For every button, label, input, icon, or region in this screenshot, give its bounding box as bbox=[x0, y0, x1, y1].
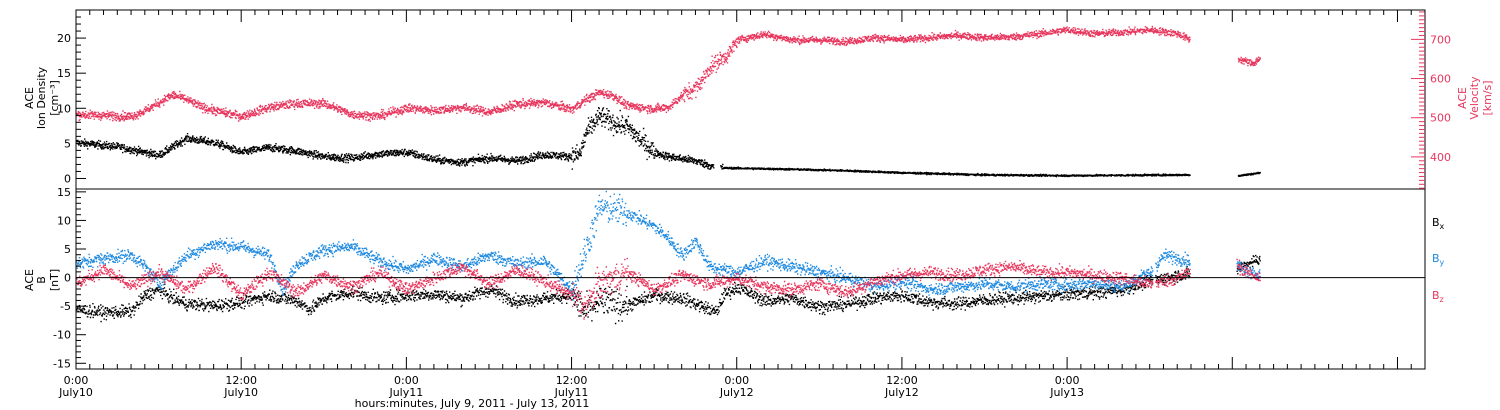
chart-labels: ACE Ion Density [cm⁻³] ACE Velocity [km/… bbox=[23, 66, 1494, 410]
x-tick-date: July12 bbox=[719, 386, 754, 399]
x-tick-time: 0:00 bbox=[724, 374, 749, 387]
x-tick-date: July11 bbox=[388, 386, 423, 399]
density-axis-label-2: Ion Density bbox=[35, 66, 48, 129]
x-tick-time: 12:00 bbox=[556, 374, 588, 387]
velocity-axis-label-2: Velocity bbox=[1468, 76, 1481, 120]
field-tick-label: 5 bbox=[64, 243, 71, 256]
field-tick-label: 0 bbox=[64, 272, 71, 285]
legend-bz: Bz bbox=[1432, 289, 1444, 304]
x-tick-date: July10 bbox=[58, 386, 93, 399]
density-tick-label: 15 bbox=[57, 67, 71, 80]
velocity-series bbox=[76, 25, 1261, 122]
field-axis-label-3: [nT] bbox=[48, 269, 61, 291]
x-tick-time: 0:00 bbox=[1055, 374, 1080, 387]
velocity-tick-label: 500 bbox=[1430, 112, 1451, 125]
density-series bbox=[76, 107, 1261, 178]
field-tick-label: -15 bbox=[53, 357, 71, 370]
magnetic-field-data bbox=[76, 190, 1261, 325]
legend-by: By bbox=[1432, 252, 1445, 267]
field-axis-label-1: ACE bbox=[23, 269, 36, 291]
velocity-tick-label: 700 bbox=[1430, 33, 1451, 46]
density-axis-label-1: ACE bbox=[23, 87, 36, 109]
velocity-axis-label-1: ACE bbox=[1456, 87, 1469, 109]
field-tick-label: 10 bbox=[57, 214, 71, 227]
x-tick-date: July11 bbox=[554, 386, 589, 399]
density-series-points bbox=[76, 107, 1261, 178]
x-tick-date: July13 bbox=[1049, 386, 1084, 399]
velocity-tick-label: 600 bbox=[1430, 73, 1451, 86]
density-axis-label-3: [cm⁻³] bbox=[48, 80, 61, 116]
density-velocity-data bbox=[76, 25, 1261, 178]
series-by bbox=[76, 190, 1261, 301]
velocity-series-points bbox=[76, 25, 1261, 122]
density-tick-label: 0 bbox=[64, 172, 71, 185]
density-tick-label: 20 bbox=[57, 32, 71, 45]
velocity-tick-label: 400 bbox=[1430, 151, 1451, 164]
x-tick-time: 0:00 bbox=[64, 374, 89, 387]
field-axis-label-2: B bbox=[35, 276, 48, 284]
x-tick-time: 12:00 bbox=[886, 374, 918, 387]
density-tick-label: 5 bbox=[64, 137, 71, 150]
field-tick-label: 15 bbox=[57, 186, 71, 199]
velocity-axis-label-3: [km/s] bbox=[1481, 80, 1494, 115]
x-tick-time: 12:00 bbox=[225, 374, 257, 387]
legend-bx: Bx bbox=[1432, 216, 1445, 231]
x-tick-date: July12 bbox=[884, 386, 919, 399]
chart-axes: 05101520400500600700-15-10-50510150:00Ju… bbox=[53, 9, 1451, 399]
x-tick-time: 0:00 bbox=[394, 374, 419, 387]
field-tick-label: -5 bbox=[60, 300, 71, 313]
x-axis-title: hours:minutes, July 9, 2011 - July 13, 2… bbox=[355, 397, 590, 410]
series-by-points bbox=[76, 190, 1261, 301]
x-tick-date: July10 bbox=[223, 386, 258, 399]
field-tick-label: -10 bbox=[53, 329, 71, 342]
density-tick-label: 10 bbox=[57, 102, 71, 115]
